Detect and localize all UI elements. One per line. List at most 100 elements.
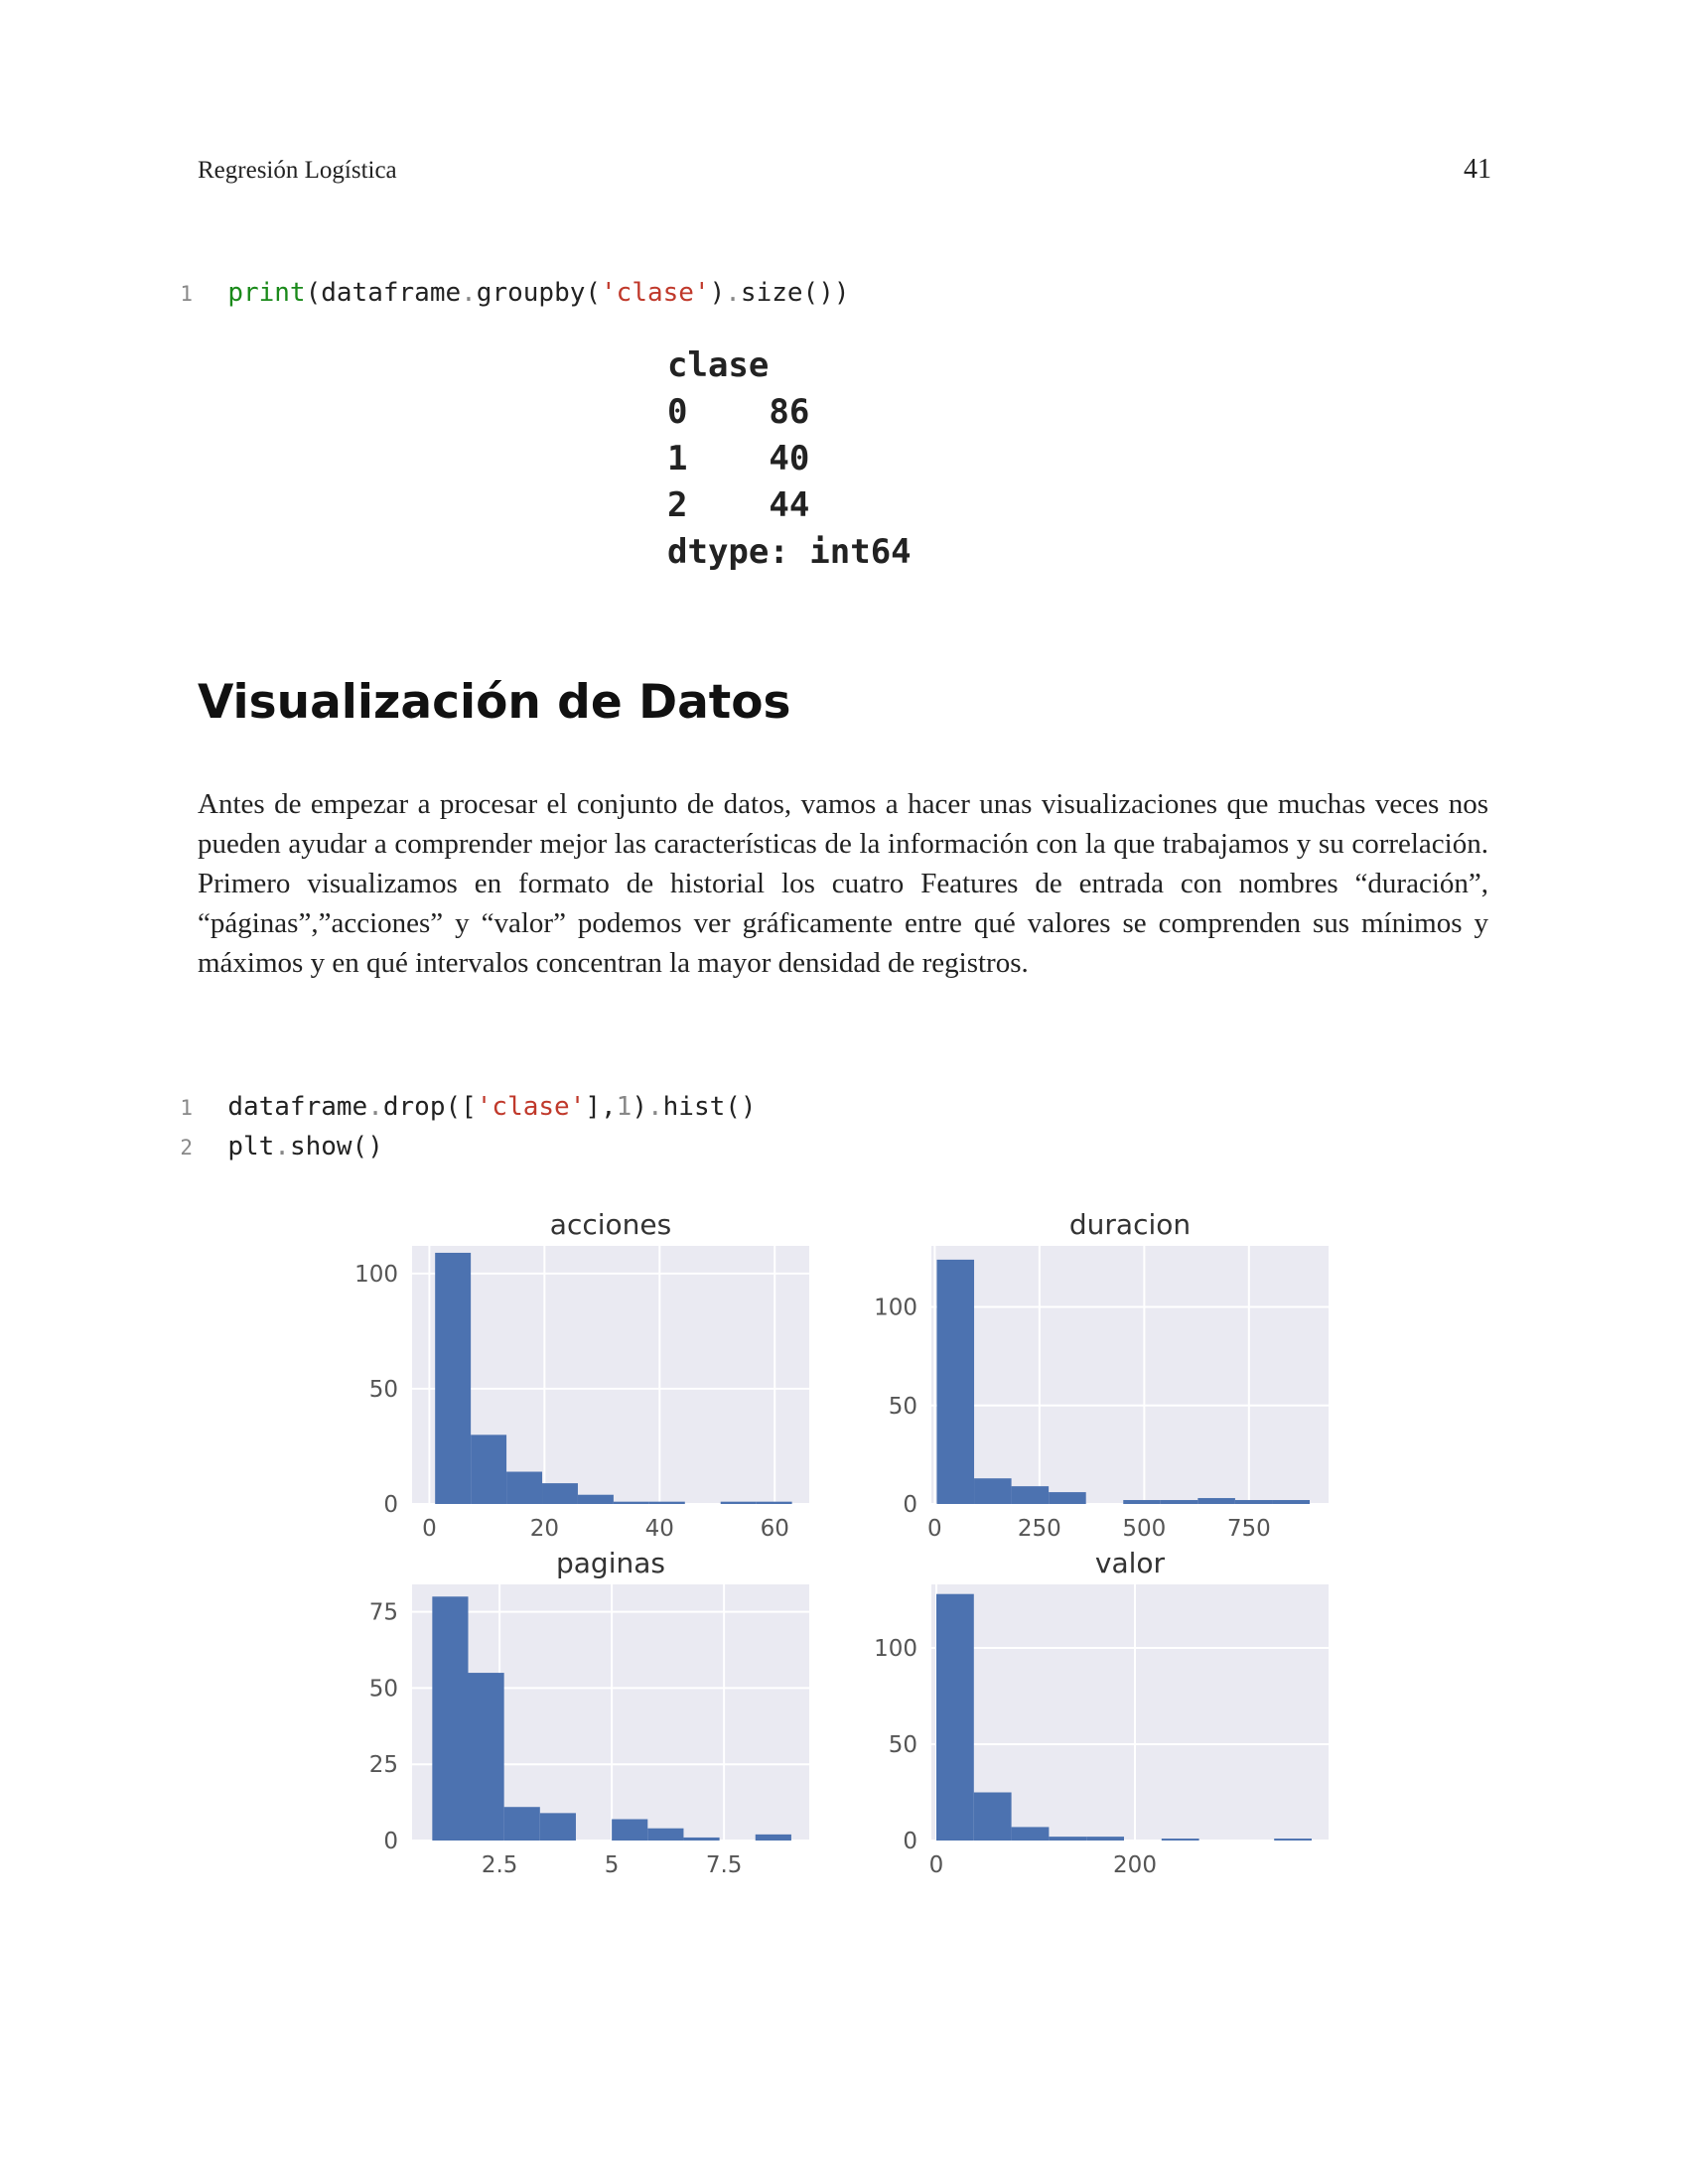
x-tick-label: 500 bbox=[1122, 1516, 1166, 1542]
histogram-bar bbox=[756, 1501, 792, 1504]
code-token: . bbox=[367, 1092, 383, 1122]
y-tick-label: 100 bbox=[874, 1636, 917, 1662]
histogram-bar bbox=[647, 1828, 684, 1841]
y-tick-label: 25 bbox=[369, 1752, 398, 1778]
x-tick-label: 750 bbox=[1227, 1516, 1271, 1542]
code-token: . bbox=[274, 1132, 290, 1161]
running-title: Regresión Logística bbox=[198, 157, 397, 184]
histogram-panel-duracion: 0 250 500 750 0 50 100 duracion bbox=[874, 1208, 1329, 1542]
histogram-bar bbox=[1011, 1486, 1050, 1504]
plot-background bbox=[931, 1246, 1329, 1504]
histogram-bar bbox=[936, 1593, 974, 1841]
histogram-panel-acciones: 0 20 40 60 0 50 100 acciones bbox=[354, 1208, 809, 1542]
code-token: ) bbox=[709, 278, 726, 308]
histogram-bar bbox=[936, 1259, 975, 1504]
code-token: print bbox=[227, 278, 306, 308]
histogram-bar bbox=[539, 1813, 576, 1841]
x-tick-label: 20 bbox=[530, 1516, 559, 1542]
histogram-bar bbox=[683, 1837, 720, 1841]
chart-title: valor bbox=[1095, 1547, 1166, 1579]
y-tick-label: 50 bbox=[369, 1377, 398, 1403]
histogram-bar bbox=[1234, 1500, 1273, 1504]
histogram-bar bbox=[1123, 1500, 1161, 1504]
y-tick-label: 50 bbox=[889, 1394, 917, 1420]
histogram-bar bbox=[471, 1434, 507, 1504]
x-tick-label: 200 bbox=[1113, 1852, 1157, 1878]
histogram-bar bbox=[755, 1834, 791, 1841]
histogram-bar bbox=[435, 1252, 472, 1504]
histogram-bar bbox=[1197, 1498, 1235, 1504]
y-tick-label: 0 bbox=[903, 1829, 917, 1854]
line-number: 1 bbox=[180, 1096, 193, 1120]
histogram-bar bbox=[1161, 1839, 1199, 1841]
code-token: plt bbox=[227, 1132, 275, 1161]
x-tick-label: 0 bbox=[422, 1516, 437, 1542]
histogram-bar bbox=[1274, 1839, 1312, 1841]
code-block-groupby: 1 print(dataframe.groupby('clase').size()… bbox=[149, 248, 849, 308]
histogram-panel-paginas: 2.5 5 7.5 0 25 50 75 paginas bbox=[369, 1547, 809, 1878]
x-tick-label: 0 bbox=[927, 1516, 942, 1542]
x-tick-label: 5 bbox=[605, 1852, 620, 1878]
histogram-bar bbox=[720, 1501, 757, 1504]
histogram-bar bbox=[613, 1501, 649, 1504]
chart-title: duracion bbox=[1069, 1208, 1191, 1241]
x-tick-label: 40 bbox=[645, 1516, 674, 1542]
y-tick-label: 0 bbox=[383, 1829, 398, 1854]
x-tick-label: 2.5 bbox=[482, 1852, 518, 1878]
code-token: groupby( bbox=[476, 278, 602, 308]
x-tick-label: 60 bbox=[761, 1516, 789, 1542]
code-token: . bbox=[461, 278, 477, 308]
histogram-bar bbox=[506, 1471, 543, 1504]
histogram-bar bbox=[1049, 1492, 1086, 1504]
x-tick-label: 250 bbox=[1018, 1516, 1061, 1542]
section-heading: Visualización de Datos bbox=[198, 675, 791, 730]
body-paragraph: Antes de empezar a procesar el conjunto … bbox=[198, 788, 1488, 979]
code-token: ) bbox=[632, 1092, 647, 1122]
code-token: (dataframe bbox=[305, 278, 462, 308]
histogram-bar bbox=[973, 1792, 1012, 1841]
code-token: 'clase' bbox=[601, 278, 710, 308]
histogram-bar bbox=[1086, 1837, 1124, 1841]
histogram-panel-valor: 0 200 0 50 100 valor bbox=[874, 1547, 1329, 1878]
code-token: . bbox=[646, 1092, 663, 1122]
code-token: drop([ bbox=[382, 1092, 477, 1122]
y-tick-label: 0 bbox=[383, 1492, 398, 1518]
y-tick-label: 0 bbox=[903, 1492, 917, 1518]
histogram-bar bbox=[648, 1501, 685, 1504]
code-token: size()) bbox=[740, 278, 850, 308]
code-line-hist: 1 dataframe.drop(['clase'],1).hist() bbox=[149, 1062, 756, 1122]
y-tick-label: 75 bbox=[369, 1600, 398, 1626]
histogram-bar bbox=[1272, 1500, 1311, 1504]
chart-title: paginas bbox=[556, 1547, 665, 1579]
histogram-bar bbox=[542, 1483, 578, 1504]
histogram-bar bbox=[503, 1807, 540, 1841]
chart-title: acciones bbox=[550, 1208, 671, 1241]
y-tick-label: 100 bbox=[874, 1296, 917, 1321]
code-token: 'clase' bbox=[476, 1092, 586, 1122]
code-token: dataframe bbox=[227, 1092, 368, 1122]
code-line-show: 2 plt.show() bbox=[149, 1102, 383, 1161]
code-token: 1 bbox=[616, 1092, 633, 1122]
histogram-bar bbox=[432, 1596, 469, 1841]
y-tick-label: 50 bbox=[889, 1732, 917, 1758]
line-number: 1 bbox=[180, 282, 193, 306]
code-token: ], bbox=[585, 1092, 617, 1122]
page-number: 41 bbox=[1464, 154, 1491, 185]
code-token: . bbox=[725, 278, 741, 308]
x-tick-label: 0 bbox=[929, 1852, 944, 1878]
histogram-bar bbox=[1049, 1837, 1087, 1841]
y-tick-label: 50 bbox=[369, 1676, 398, 1702]
histogram-bar bbox=[612, 1819, 648, 1841]
histogram-bar bbox=[577, 1494, 614, 1504]
groupby-output: clase 0 86 1 40 2 44 dtype: int64 bbox=[667, 345, 912, 572]
histogram-bar bbox=[1160, 1500, 1198, 1504]
histogram-bar bbox=[1011, 1827, 1050, 1841]
histogram-bar bbox=[468, 1673, 504, 1841]
line-number: 2 bbox=[180, 1136, 193, 1160]
histogram-bar bbox=[974, 1478, 1012, 1504]
code-token: show() bbox=[289, 1132, 383, 1161]
x-tick-label: 7.5 bbox=[706, 1852, 743, 1878]
code-token: hist() bbox=[662, 1092, 757, 1122]
y-tick-label: 100 bbox=[354, 1262, 398, 1288]
